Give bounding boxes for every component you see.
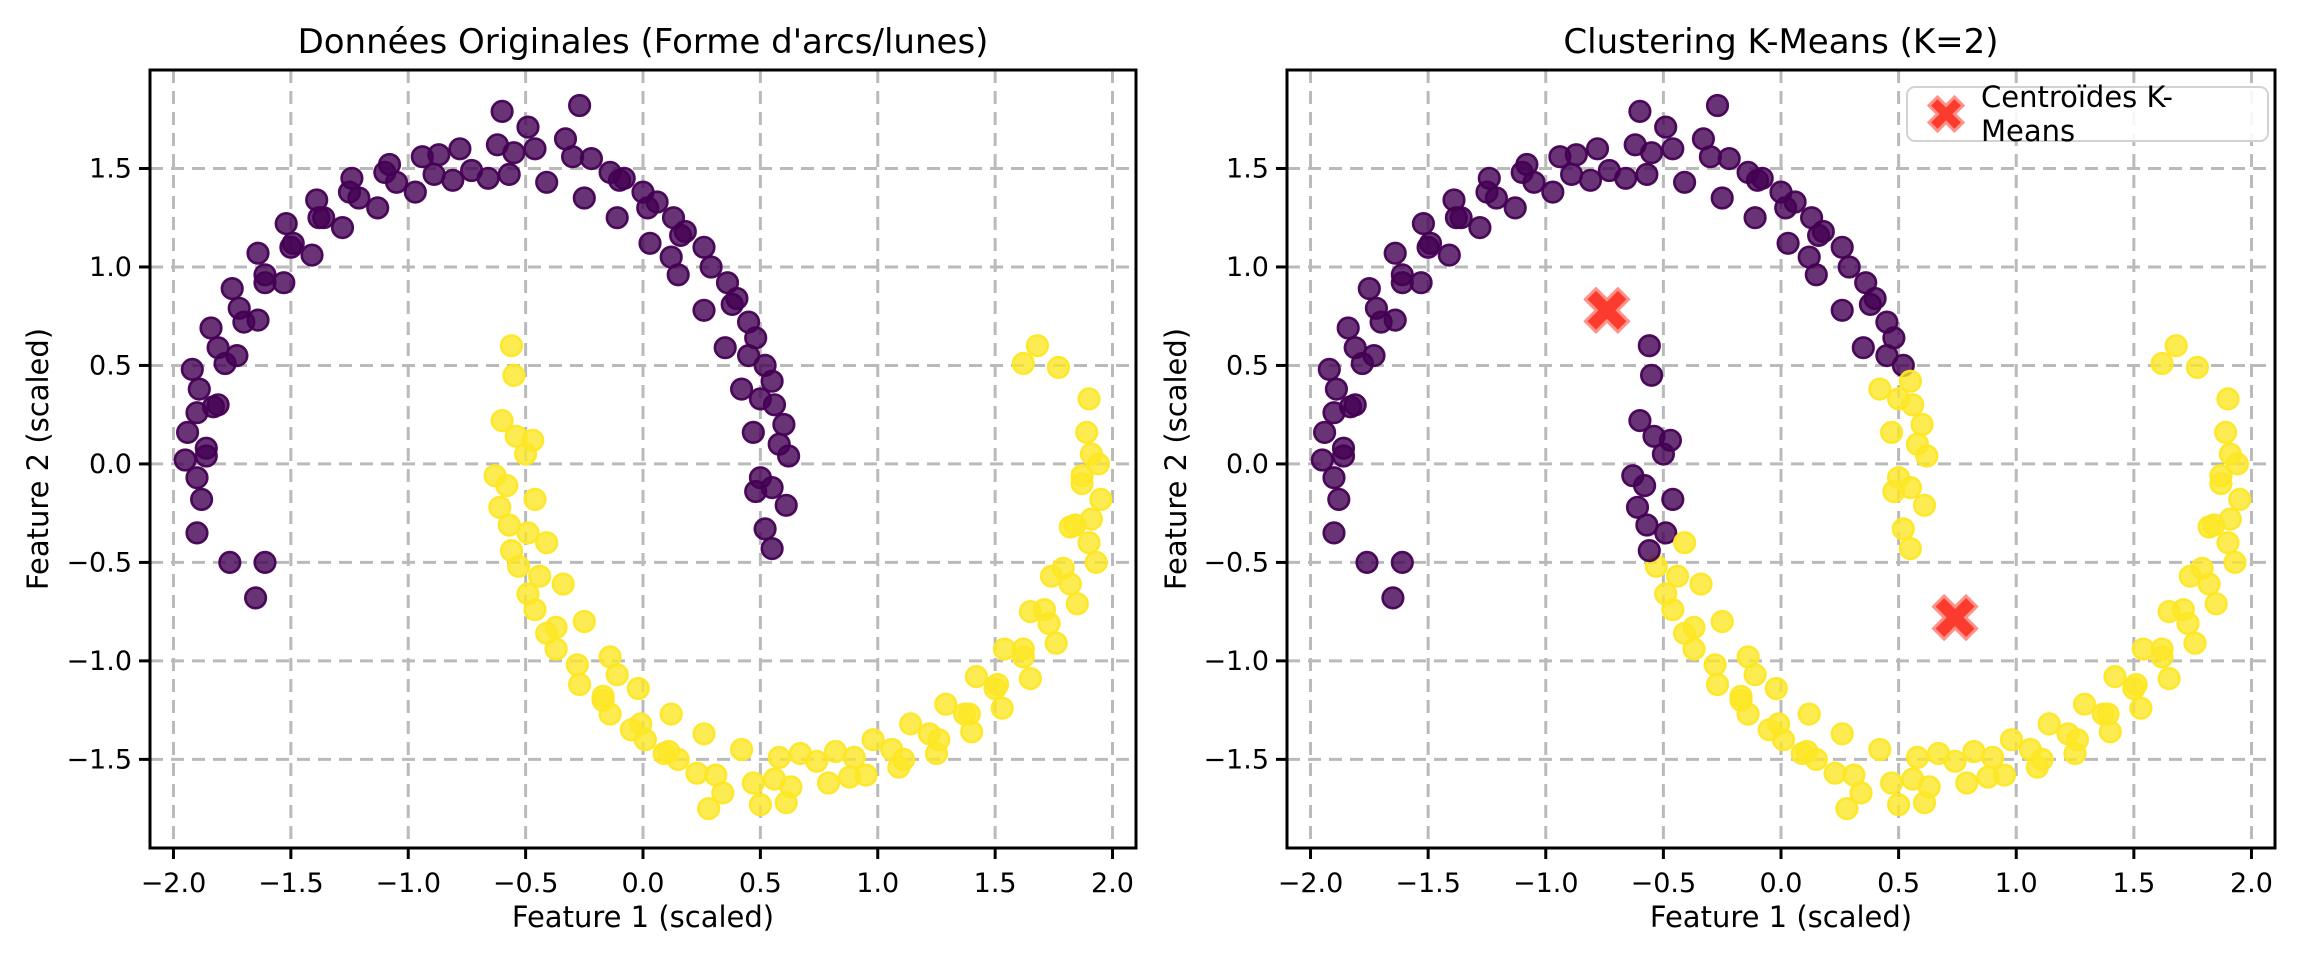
svg-text:−2.0: −2.0 — [1278, 868, 1344, 899]
right-plot-title: Clustering K-Means (K=2) — [1563, 22, 1999, 62]
svg-text:1.0: 1.0 — [1226, 252, 1269, 283]
svg-text:−1.0: −1.0 — [1203, 646, 1269, 677]
svg-text:0.0: 0.0 — [1760, 868, 1803, 899]
svg-text:2.0: 2.0 — [1091, 868, 1134, 899]
svg-text:1.5: 1.5 — [2112, 868, 2155, 899]
svg-text:−2.0: −2.0 — [141, 868, 207, 899]
svg-text:1.5: 1.5 — [89, 153, 132, 184]
svg-text:−1.5: −1.5 — [1395, 868, 1461, 899]
svg-text:1.0: 1.0 — [1995, 868, 2038, 899]
left-plot-title: Données Originales (Forme d'arcs/lunes) — [297, 22, 989, 62]
left-plot-axes: −2.0 −1.5 −1.0 −0.5 0.0 0.5 1.0 1.5 2.0 1.5 1.0 0.5… — [66, 68, 1138, 899]
svg-text:0.5: 0.5 — [739, 868, 782, 899]
svg-text:−1.0: −1.0 — [66, 646, 132, 677]
right-plot-axes: −2.0 −1.5 −1.0 −0.5 0.0 0.5 1.0 1.5 2.0 1.5 1.0 0.5… — [1203, 68, 2277, 899]
svg-text:−1.0: −1.0 — [375, 868, 441, 899]
svg-text:0.5: 0.5 — [89, 350, 132, 381]
left-plot-x-axis-label: Feature 1 (scaled) — [511, 900, 775, 934]
svg-text:0.0: 0.0 — [89, 449, 132, 480]
svg-text:−0.5: −0.5 — [1631, 868, 1697, 899]
svg-text:−1.5: −1.5 — [258, 868, 324, 899]
svg-text:0.5: 0.5 — [1877, 868, 1920, 899]
svg-text:0.5: 0.5 — [1226, 350, 1269, 381]
svg-text:2.0: 2.0 — [2230, 868, 2273, 899]
svg-text:−0.5: −0.5 — [1203, 547, 1269, 578]
svg-text:−1.5: −1.5 — [1203, 744, 1269, 775]
svg-text:1.5: 1.5 — [1226, 153, 1269, 184]
right-plot-y-axis-label: Feature 2 (scaled) — [1159, 327, 1193, 591]
svg-text:−1.0: −1.0 — [1513, 868, 1579, 899]
legend: Centroïdes K-Means — [1906, 80, 2269, 148]
svg-text:0.0: 0.0 — [622, 868, 665, 899]
svg-text:1.0: 1.0 — [856, 868, 899, 899]
left-plot-y-axis-label: Feature 2 (scaled) — [21, 327, 55, 591]
svg-text:1.0: 1.0 — [89, 252, 132, 283]
svg-text:−1.5: −1.5 — [66, 744, 132, 775]
legend-label: Centroïdes K-Means — [1981, 80, 2173, 148]
svg-text:−0.5: −0.5 — [493, 868, 559, 899]
svg-text:−0.5: −0.5 — [66, 547, 132, 578]
right-plot-x-axis-label: Feature 1 (scaled) — [1649, 900, 1913, 934]
centroid-x-icon — [1926, 94, 1966, 134]
svg-text:0.0: 0.0 — [1226, 449, 1269, 480]
svg-text:1.5: 1.5 — [974, 868, 1017, 899]
